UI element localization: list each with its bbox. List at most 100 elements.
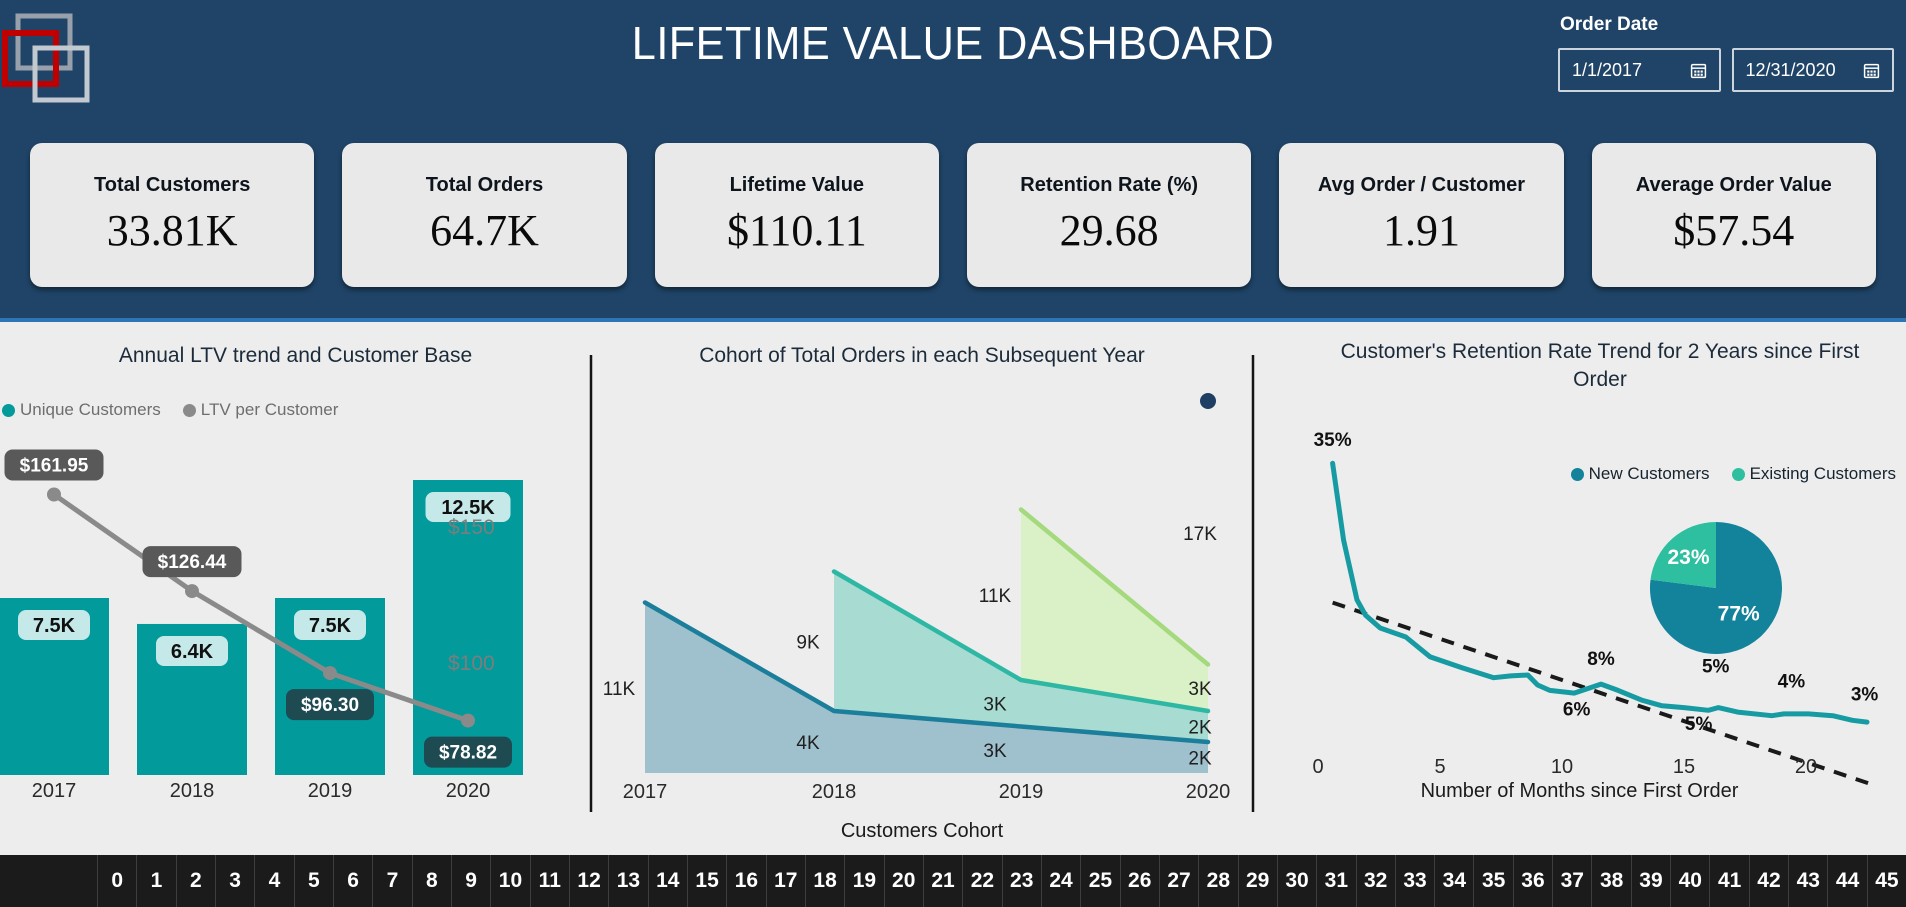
ltv-line-point[interactable] — [323, 666, 337, 681]
matrix-col-header[interactable]: 31 — [1316, 855, 1355, 907]
matrix-col-header[interactable]: 12 — [568, 855, 608, 907]
cohort-2020-point[interactable] — [1200, 393, 1216, 409]
matrix-col-header[interactable]: 4 — [254, 855, 293, 907]
matrix-col-header[interactable]: 26 — [1119, 855, 1159, 907]
matrix-col-header[interactable]: 38 — [1591, 855, 1630, 907]
kpi-value: 64.7K — [430, 206, 539, 255]
matrix-col-header[interactable]: 7 — [372, 855, 411, 907]
bar-label-chip — [156, 635, 228, 666]
matrix-col-header[interactable]: 14 — [647, 855, 687, 907]
svg-text:11K: 11K — [603, 679, 636, 700]
ltv-combo-chart[interactable]: 7.5K 6.4K 7.5K 12.5K $161.95 $126.44 $96.30 $78… — [0, 449, 523, 802]
calendar-icon[interactable] — [1863, 62, 1880, 79]
kpi-card[interactable]: Average Order Value $57.54 — [1591, 143, 1876, 287]
matrix-col-header[interactable]: 15 — [686, 855, 726, 907]
kpi-card[interactable]: Retention Rate (%) 29.68 — [966, 143, 1252, 287]
pie-slice-new-customers[interactable] — [1649, 522, 1782, 654]
matrix-corner-cell — [0, 855, 97, 907]
kpi-card[interactable]: Total Orders 64.7K — [342, 143, 627, 287]
matrix-col-header[interactable]: 25 — [1080, 855, 1119, 907]
new-vs-existing-pie[interactable]: 77% 23% — [1649, 522, 1782, 654]
matrix-col-header[interactable]: 32 — [1355, 855, 1395, 907]
matrix-col-header[interactable]: 36 — [1512, 855, 1552, 907]
svg-text:3K: 3K — [983, 741, 1007, 762]
matrix-col-header[interactable]: 11 — [529, 855, 569, 907]
matrix-col-header[interactable]: 34 — [1434, 855, 1473, 907]
svg-text:$161.95: $161.95 — [20, 455, 89, 476]
legend-label: Unique Customers — [20, 400, 161, 419]
chart3-title: Customer's Retention Rate Trend for 2 Ye… — [1340, 340, 1860, 391]
kpi-card[interactable]: Avg Order / Customer 1.91 — [1279, 143, 1564, 287]
matrix-col-header[interactable]: 28 — [1198, 855, 1237, 907]
charts-canvas[interactable]: 7.5K 6.4K 7.5K 12.5K $161.95 $126.44 $96.30 $78… — [0, 326, 1906, 855]
dashboard-title: LIFETIME VALUE DASHBOARD — [631, 17, 1275, 69]
svg-text:$78.82: $78.82 — [439, 743, 497, 764]
matrix-col-header[interactable]: 0 — [97, 855, 136, 907]
matrix-col-header[interactable]: 23 — [1001, 855, 1041, 907]
ltv-line-point[interactable] — [461, 713, 475, 728]
matrix-col-header[interactable]: 20 — [883, 855, 923, 907]
legend-item-ltv-per-customer[interactable]: LTV per Customer — [182, 400, 339, 420]
matrix-col-header[interactable]: 43 — [1788, 855, 1827, 907]
kpi-card[interactable]: Total Customers 33.81K — [30, 143, 315, 287]
start-date-value: 1/1/2017 — [1572, 59, 1643, 80]
svg-text:2020: 2020 — [1186, 781, 1231, 803]
svg-text:77%: 77% — [1718, 603, 1760, 626]
legend-dot-icon — [182, 403, 196, 417]
svg-text:$100: $100 — [448, 652, 495, 675]
retention-line-chart[interactable]: 35% 8% 6% 5% 5% 4% 3% 0 5 10 15 20 77% 23% — [1312, 430, 1878, 786]
end-date-input[interactable]: 12/31/2020 — [1731, 48, 1894, 92]
matrix-col-header[interactable]: 40 — [1670, 855, 1709, 907]
matrix-col-header[interactable]: 45 — [1866, 855, 1906, 907]
ltv-line-point[interactable] — [185, 584, 199, 599]
matrix-col-header[interactable]: 30 — [1276, 855, 1316, 907]
start-date-input[interactable]: 1/1/2017 — [1558, 48, 1721, 92]
line-label-chip — [142, 546, 242, 578]
matrix-col-header[interactable]: 13 — [608, 855, 647, 907]
matrix-col-header[interactable]: 39 — [1630, 855, 1670, 907]
cohort-area-chart[interactable]: 11K 4K 3K 2K 9K 3K 2K 11K 3K 17K 2017 2018 2019 2020 — [603, 393, 1230, 803]
matrix-col-header[interactable]: 33 — [1394, 855, 1434, 907]
svg-text:2K: 2K — [1188, 718, 1212, 739]
matrix-col-header[interactable]: 5 — [293, 855, 333, 907]
chart1-legend: Unique Customers LTV per Customer — [2, 400, 338, 420]
matrix-col-header[interactable]: 18 — [804, 855, 844, 907]
legend-item-unique-customers[interactable]: Unique Customers — [2, 400, 161, 420]
svg-text:23%: 23% — [1667, 546, 1709, 569]
matrix-col-header[interactable]: 16 — [726, 855, 765, 907]
retention-line[interactable] — [1330, 460, 1870, 725]
legend-label: LTV per Customer — [200, 400, 339, 419]
ltv-line-point[interactable] — [47, 487, 61, 502]
legend-item-existing-customers[interactable]: Existing Customers — [1731, 464, 1896, 484]
svg-text:8%: 8% — [1587, 649, 1615, 670]
matrix-col-header[interactable]: 42 — [1748, 855, 1788, 907]
matrix-col-header[interactable]: 21 — [922, 855, 962, 907]
matrix-col-header[interactable]: 6 — [332, 855, 372, 907]
matrix-col-header[interactable]: 44 — [1827, 855, 1866, 907]
kpi-value: 29.68 — [1059, 206, 1159, 255]
matrix-col-header[interactable]: 41 — [1709, 855, 1748, 907]
matrix-col-header[interactable]: 19 — [844, 855, 883, 907]
matrix-col-header[interactable]: 37 — [1552, 855, 1591, 907]
matrix-col-header[interactable]: 22 — [962, 855, 1001, 907]
matrix-col-header[interactable]: 35 — [1473, 855, 1512, 907]
calendar-icon[interactable] — [1690, 62, 1707, 79]
svg-text:4K: 4K — [796, 733, 820, 754]
matrix-col-header[interactable]: 17 — [765, 855, 805, 907]
matrix-col-header[interactable]: 2 — [175, 855, 215, 907]
kpi-card[interactable]: Lifetime Value $110.11 — [654, 143, 939, 287]
matrix-col-header[interactable]: 1 — [136, 855, 175, 907]
kpi-label: Total Orders — [425, 174, 544, 196]
cohort-line-2017 — [642, 600, 1211, 745]
pie-slice-existing-customers[interactable] — [1650, 522, 1717, 588]
matrix-col-header[interactable]: 27 — [1158, 855, 1198, 907]
matrix-col-header[interactable]: 10 — [490, 855, 529, 907]
svg-text:0: 0 — [1312, 756, 1323, 778]
matrix-col-header[interactable]: 9 — [450, 855, 490, 907]
legend-item-new-customers[interactable]: New Customers — [1570, 464, 1710, 484]
matrix-col-header[interactable]: 8 — [411, 855, 451, 907]
matrix-col-header[interactable]: 29 — [1237, 855, 1277, 907]
matrix-col-header[interactable]: 24 — [1040, 855, 1080, 907]
svg-text:5%: 5% — [1685, 714, 1713, 735]
matrix-col-header[interactable]: 3 — [214, 855, 254, 907]
